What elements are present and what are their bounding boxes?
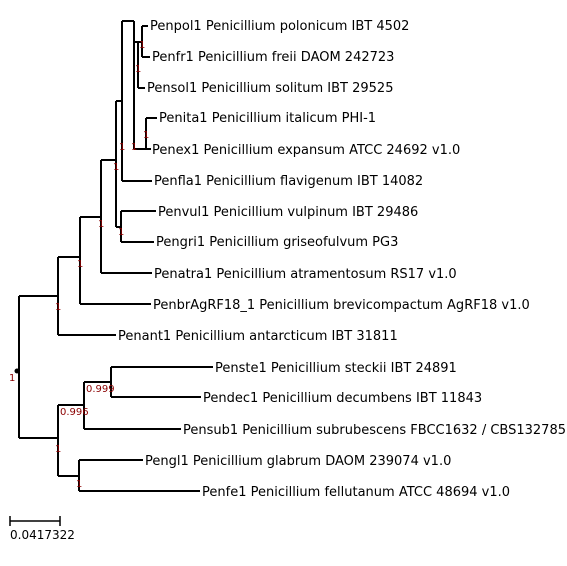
leaf-label: Pendec1 Penicillium decumbens IBT 11843 [203, 391, 482, 406]
leaf-label: Pensub1 Penicillium subrubescens FBCC163… [183, 423, 566, 438]
support-values: 1 1 1 1 1 1 1 1 1 1 1 1 0.999 0.996 1 [9, 40, 149, 490]
leaf-labels: Penpol1 Penicillium polonicum IBT 4502 P… [118, 19, 566, 500]
support-value: 1 [76, 479, 82, 490]
leaf-label: Penste1 Penicillium steckii IBT 24891 [215, 361, 457, 376]
support-value: 1 [143, 130, 149, 141]
support-value: 1 [77, 259, 83, 270]
support-value: 1 [135, 64, 141, 75]
support-value: 0.996 [60, 407, 89, 418]
leaf-label: Pensol1 Penicillium solitum IBT 29525 [147, 81, 393, 96]
root-node-marker [14, 368, 20, 374]
support-value: 1 [55, 444, 61, 455]
support-value: 0.999 [86, 384, 115, 395]
support-value: 1 [118, 227, 124, 238]
support-value: 1 [113, 162, 119, 173]
leaf-label: Penvul1 Penicillium vulpinum IBT 29486 [158, 205, 418, 220]
support-value: 1 [119, 142, 125, 153]
support-value: 1 [131, 142, 137, 153]
leaf-label: Penatra1 Penicillium atramentosum RS17 v… [154, 267, 457, 282]
leaf-label: Pengl1 Penicillium glabrum DAOM 239074 v… [145, 454, 451, 469]
leaf-label: Penita1 Penicillium italicum PHI-1 [159, 111, 376, 126]
leaf-label: Penpol1 Penicillium polonicum IBT 4502 [150, 19, 409, 34]
support-value: 1 [9, 373, 15, 384]
leaf-label: Penfe1 Penicillium fellutanum ATCC 48694… [202, 485, 510, 500]
leaf-label: Penex1 Penicillium expansum ATCC 24692 v… [152, 143, 460, 158]
support-value: 1 [139, 40, 145, 51]
scale-bar-label: 0.0417322 [10, 528, 75, 542]
leaf-label: Penfr1 Penicillium freii DAOM 242723 [152, 50, 394, 65]
support-value: 1 [55, 302, 61, 313]
leaf-label: Pengri1 Penicillium griseofulvum PG3 [156, 235, 398, 250]
scale-bar: 0.0417322 [9, 516, 75, 542]
tree-branches [18, 20, 213, 492]
leaf-label: Penfla1 Penicillium flavigenum IBT 14082 [154, 174, 423, 189]
support-value: 1 [98, 219, 104, 230]
leaf-label: PenbrAgRF18_1 Penicillium brevicompactum… [153, 298, 530, 313]
leaf-label: Penant1 Penicillium antarcticum IBT 3181… [118, 329, 398, 344]
